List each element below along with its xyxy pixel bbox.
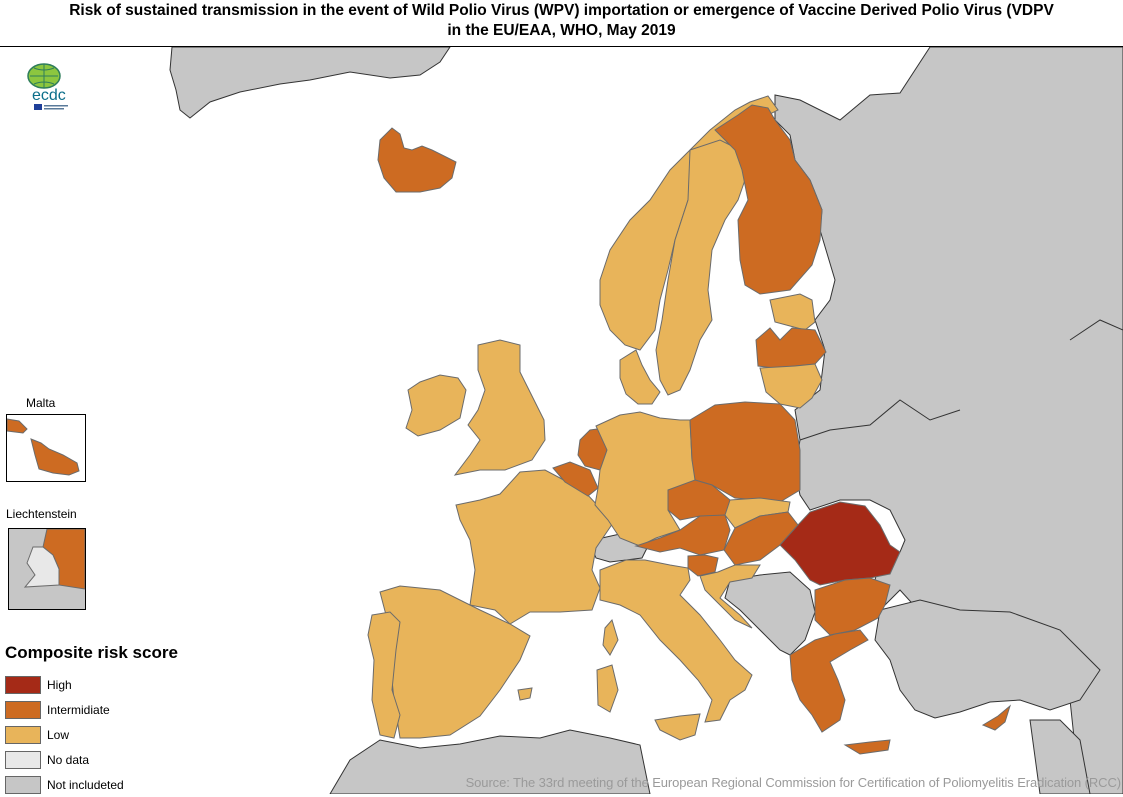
region-finland <box>714 104 823 295</box>
region-crete <box>843 739 891 755</box>
region-lithuania <box>759 363 823 409</box>
region-uk <box>453 339 546 476</box>
region-denmark <box>619 349 661 405</box>
region-iceland <box>377 127 457 193</box>
title-divider <box>0 46 1123 47</box>
region-sweden <box>655 139 746 396</box>
region-greece <box>789 629 869 733</box>
legend-title: Composite risk score <box>5 643 178 662</box>
legend-item-intermediate: Intermidiate <box>5 697 178 722</box>
inset-liechtenstein <box>8 528 86 610</box>
region-no-data <box>23 546 60 588</box>
region-russia-east <box>774 47 1123 794</box>
region-balearics <box>517 687 533 701</box>
region-ireland <box>405 374 467 437</box>
region-bulgaria <box>814 577 891 636</box>
legend-label: Low <box>47 727 70 742</box>
legend-item-high: High <box>5 672 178 697</box>
region-sicily <box>654 713 701 741</box>
region-estonia <box>769 293 816 331</box>
region-cyprus <box>981 704 1011 731</box>
region-malta <box>7 418 28 434</box>
region-middle-east <box>1029 719 1091 794</box>
eu-flag-icon <box>34 104 42 110</box>
swatch-low <box>5 725 41 744</box>
swatch-not-included <box>5 775 41 794</box>
map-title: Risk of sustained transmission in the ev… <box>0 0 1123 46</box>
region-north-africa <box>329 729 651 794</box>
svg-text:ecdc: ecdc <box>32 87 66 104</box>
region-france <box>455 469 616 625</box>
legend: Composite risk score High Intermidiate L… <box>5 643 178 797</box>
region-malta-main <box>30 438 80 476</box>
legend-label: Not includeted <box>47 777 124 792</box>
choropleth-map <box>0 47 1123 794</box>
region-greenland <box>169 47 451 119</box>
region-italy <box>599 559 753 723</box>
region-corsica <box>602 618 619 656</box>
title-line-2: in the EU/EAA, WHO, May 2019 <box>447 22 676 39</box>
legend-label: High <box>47 677 72 692</box>
swatch-intermediate <box>5 700 41 719</box>
inset-label-liechtenstein: Liechtenstein <box>6 507 77 521</box>
region-romania <box>779 501 901 586</box>
region-austria <box>634 514 731 556</box>
title-line-1: Risk of sustained transmission in the ev… <box>69 2 1054 19</box>
legend-item-no-data: No data <box>5 747 178 772</box>
ecdc-logo: ecdc <box>22 58 86 112</box>
region-croatia <box>699 564 761 629</box>
inset-malta <box>6 414 86 482</box>
swatch-no-data <box>5 750 41 769</box>
region-germany <box>594 411 701 547</box>
legend-item-not-included: Not includeted <box>5 772 178 797</box>
legend-label: Intermidiate <box>47 702 110 717</box>
legend-item-low: Low <box>5 722 178 747</box>
inset-label-malta: Malta <box>26 396 56 410</box>
region-sardinia <box>596 664 619 713</box>
source-note: Source: The 33rd meeting of the European… <box>465 775 1121 790</box>
swatch-high <box>5 675 41 694</box>
region-turkey <box>874 599 1101 719</box>
region-latvia <box>755 327 827 369</box>
legend-label: No data <box>47 752 90 767</box>
region-portugal <box>367 611 401 739</box>
